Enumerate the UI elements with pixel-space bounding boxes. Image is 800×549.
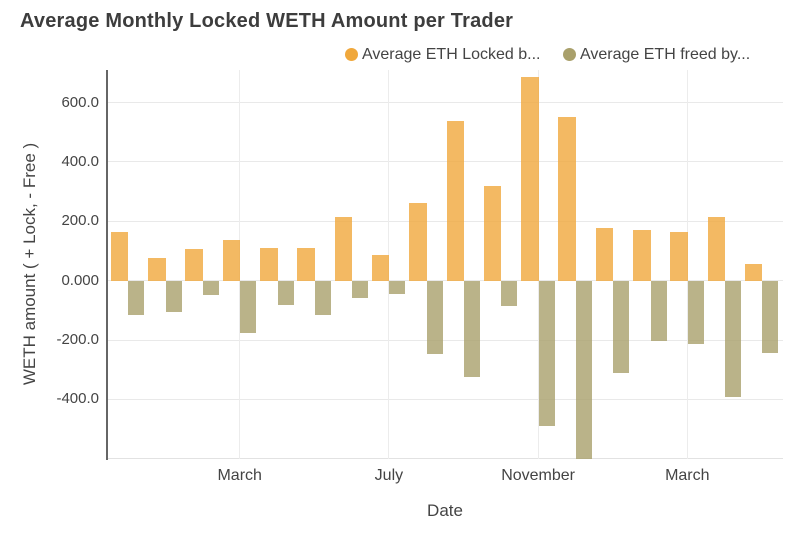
bar-freed[interactable] <box>277 280 294 305</box>
y-tick-label: 0.000 <box>61 271 99 289</box>
bar-freed[interactable] <box>687 280 704 344</box>
bar-locked[interactable] <box>744 263 763 281</box>
y-tick-label: 400.0 <box>61 152 99 170</box>
bar-locked[interactable] <box>222 239 241 281</box>
legend-label-freed: Average ETH freed by... <box>580 45 751 63</box>
bar-freed[interactable] <box>352 280 369 298</box>
y-tick-label: -400.0 <box>56 390 99 408</box>
y-axis-line <box>106 70 108 460</box>
zero-gridline <box>107 280 783 282</box>
bar-locked[interactable] <box>185 248 203 281</box>
y-tick-label: 200.0 <box>61 212 99 230</box>
legend-marker-locked-icon <box>345 48 358 61</box>
bar-freed[interactable] <box>240 280 257 334</box>
bar-locked[interactable] <box>409 202 427 281</box>
plot-area <box>107 70 783 459</box>
bar-locked[interactable] <box>297 248 315 281</box>
x-axis-title: Date <box>427 501 463 520</box>
bar-locked[interactable] <box>595 228 614 281</box>
bar-freed[interactable] <box>314 280 331 315</box>
bar-freed[interactable] <box>650 280 667 341</box>
bar-freed[interactable] <box>538 280 555 426</box>
gridline-horizontal <box>107 398 783 400</box>
bar-freed[interactable] <box>389 280 406 294</box>
bar-freed[interactable] <box>202 280 219 296</box>
x-tick-label: March <box>665 467 710 484</box>
bar-freed[interactable] <box>613 280 630 373</box>
bar-freed[interactable] <box>464 280 480 378</box>
legend-marker-freed-icon <box>563 48 576 61</box>
bar-freed[interactable] <box>762 280 779 354</box>
x-tick-label: November <box>501 467 575 484</box>
gridline-horizontal <box>107 220 783 222</box>
x-tick-label: March <box>217 467 262 484</box>
bar-locked[interactable] <box>558 116 576 281</box>
bar-locked[interactable] <box>334 216 353 281</box>
bar-locked[interactable] <box>446 121 464 281</box>
bar-locked[interactable] <box>260 248 278 281</box>
y-tick-label: -200.0 <box>56 331 99 348</box>
x-axis-line <box>107 458 783 459</box>
bar-locked[interactable] <box>110 232 129 281</box>
bar-locked[interactable] <box>670 231 688 281</box>
gridline-horizontal <box>107 161 783 163</box>
bar-freed[interactable] <box>128 280 145 316</box>
bar-locked[interactable] <box>148 258 166 281</box>
legend-item-locked[interactable]: Average ETH Locked b... <box>345 46 540 63</box>
bar-freed[interactable] <box>575 280 592 459</box>
bar-locked[interactable] <box>633 229 651 281</box>
bar-freed[interactable] <box>501 280 518 307</box>
legend-label-locked: Average ETH Locked b... <box>362 45 541 63</box>
gridline-horizontal <box>107 339 783 341</box>
y-tick-label: 600.0 <box>61 93 99 111</box>
bar-locked[interactable] <box>483 186 502 281</box>
bar-freed[interactable] <box>165 280 182 313</box>
gridline-horizontal <box>107 102 783 104</box>
bar-freed[interactable] <box>426 280 443 354</box>
bar-freed[interactable] <box>725 280 742 397</box>
bar-locked[interactable] <box>707 216 726 281</box>
chart-title: Average Monthly Locked WETH Amount per T… <box>20 10 514 32</box>
y-axis-title: WETH amount ( + Lock, - Free ) <box>20 142 39 386</box>
bar-locked[interactable] <box>371 255 390 281</box>
x-tick-label: July <box>374 467 404 484</box>
legend-item-freed[interactable]: Average ETH freed by... <box>563 46 750 63</box>
bar-locked[interactable] <box>521 76 539 281</box>
